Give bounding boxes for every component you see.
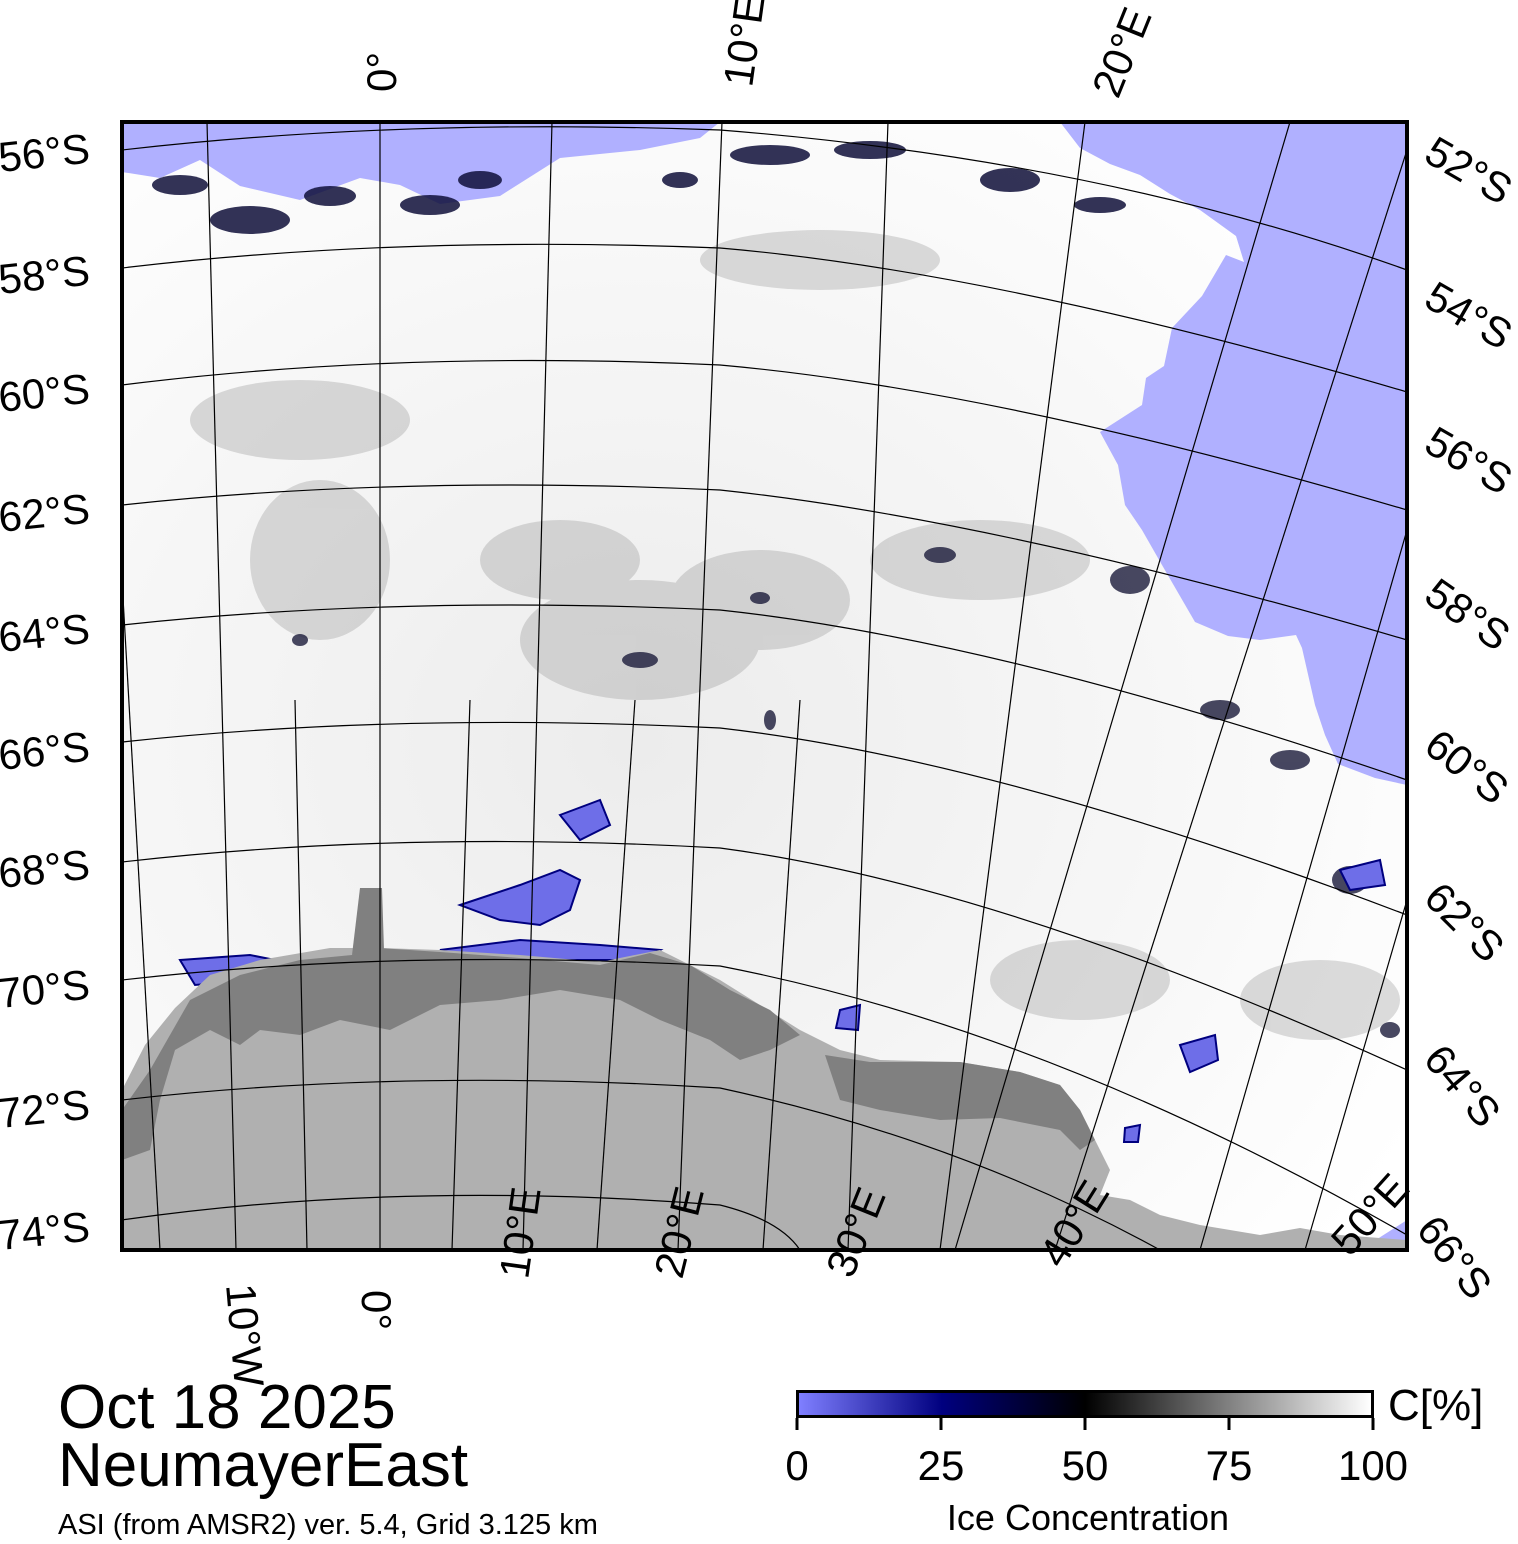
lat-label-60s: 60°S <box>0 365 92 421</box>
antarctic-land <box>122 948 1407 1250</box>
lon-label-top-20e: 20°E <box>1083 1 1161 103</box>
colorbar-tickmark <box>795 1418 799 1430</box>
lat-label-68s: 68°S <box>0 841 92 897</box>
ice-concentration-texture <box>190 230 1400 1040</box>
colorbar-tick-25: 25 <box>917 1442 965 1489</box>
lat-label-58s-right: 58°S <box>1417 569 1518 660</box>
lon-label-bottom-0: 0° <box>353 1290 400 1330</box>
lat-label-58s: 58°S <box>0 247 92 303</box>
lat-label-72s: 72°S <box>0 1081 92 1137</box>
lat-label-52s: 52°S <box>1418 127 1518 213</box>
region-name: NeumayerEast <box>58 1431 469 1500</box>
colorbar-tick-50: 50 <box>1061 1442 1109 1489</box>
colorbar-tick-100: 100 <box>1337 1442 1409 1489</box>
lon-labels-top: 0° 10°E 20°E <box>358 0 1161 103</box>
colorbar-unit: C[%] <box>1388 1381 1484 1430</box>
colorbar-tick-0: 0 <box>785 1442 809 1489</box>
ice-shelves <box>122 888 1095 1160</box>
map-frame <box>120 120 1409 1252</box>
lat-label-70s: 70°S <box>0 961 92 1017</box>
colorbar-tickmark <box>1227 1418 1231 1430</box>
lat-label-66s-right: 66°S <box>1408 1207 1501 1308</box>
colorbar-tickmark <box>939 1418 943 1430</box>
lat-label-62s: 62°S <box>0 485 92 541</box>
colorbar <box>796 1390 1374 1418</box>
map-date: Oct 18 2025 <box>58 1373 396 1442</box>
colorbar-tickmark <box>1083 1418 1087 1430</box>
lon-label-bottom-10w: 10°W <box>217 1282 273 1389</box>
latitude-lines <box>122 126 1407 1250</box>
ice-edge-north <box>152 141 1126 234</box>
lat-label-62s-right: 62°S <box>1416 873 1514 971</box>
lat-label-54s: 54°S <box>1418 272 1518 358</box>
open-water-east <box>1060 122 1407 785</box>
lat-labels-left: 56°S 58°S 60°S 62°S 64°S 66°S 68°S 70°S … <box>0 125 92 1259</box>
lat-label-56s-right: 56°S <box>1418 417 1518 503</box>
lat-label-56s: 56°S <box>0 125 92 181</box>
lat-label-60s-right: 60°S <box>1416 720 1517 813</box>
lat-label-74s: 74°S <box>0 1203 92 1259</box>
lon-label-top-0: 0° <box>358 52 405 92</box>
longitude-lines <box>122 122 1407 1250</box>
colorbar-tick-75: 75 <box>1205 1442 1253 1489</box>
lon-label-top-10e: 10°E <box>714 0 773 89</box>
colorbar-label: Ice Concentration <box>946 1497 1230 1538</box>
colorbar-tickmark <box>1371 1418 1375 1430</box>
lat-labels-right: 52°S 54°S 56°S 58°S 60°S 62°S 64°S 66°S <box>1408 127 1518 1308</box>
data-source: ASI (from AMSR2) ver. 5.4, Grid 3.125 km <box>58 1509 598 1541</box>
lat-label-64s-right: 64°S <box>1415 1036 1510 1136</box>
lat-label-66s: 66°S <box>0 723 92 779</box>
lat-label-64s: 64°S <box>0 605 92 661</box>
open-water-north <box>122 122 720 204</box>
